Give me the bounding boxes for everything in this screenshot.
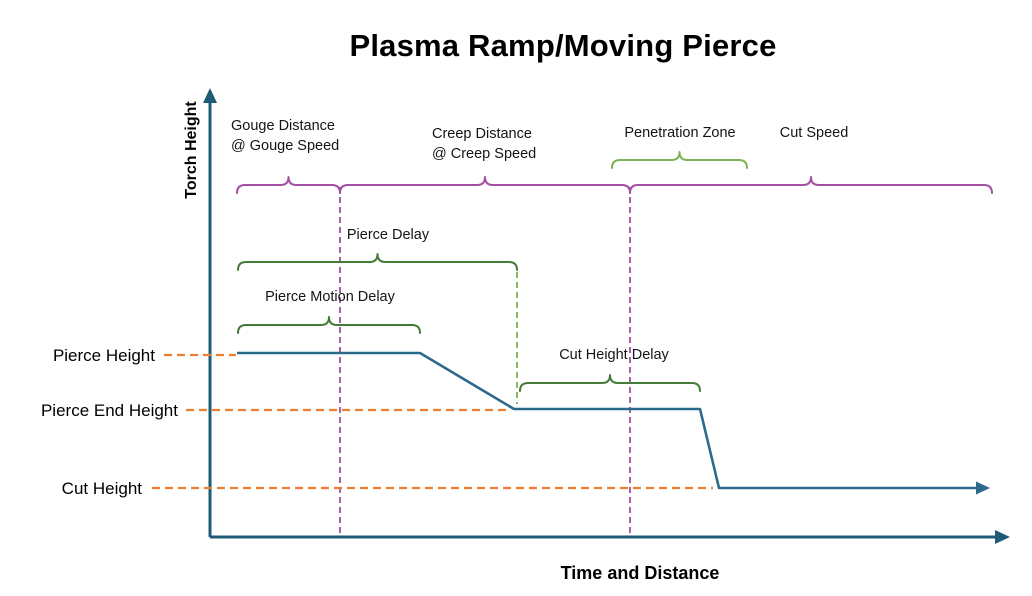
- y-axis-label: Torch Height: [183, 101, 200, 199]
- penetration-zone-label: Penetration Zone: [624, 125, 735, 141]
- cut-speed-zone-brace: [629, 176, 993, 194]
- axes-lines: [208, 98, 998, 539]
- torch-line-arrow-icon: [976, 481, 990, 495]
- torch-height-profile-line: [237, 351, 977, 490]
- gouge-distance-label: Gouge Distance @ Gouge Speed: [231, 118, 339, 154]
- pierce-end-height-label: Pierce End Height: [41, 401, 178, 420]
- cut-height-delay-label: Cut Height Delay: [559, 347, 669, 363]
- pierce-height-label: Pierce Height: [53, 346, 155, 365]
- creep-distance-label-line1: Creep Distance: [432, 126, 532, 142]
- pierce-motion-delay-label: Pierce Motion Delay: [265, 289, 395, 305]
- x-axis-arrow-icon: [995, 530, 1010, 544]
- gouge-distance-label-line1: Gouge Distance: [231, 118, 335, 134]
- y-axis-arrow-icon: [203, 88, 217, 103]
- cut-speed-label: Cut Speed: [780, 125, 849, 141]
- cut-height-label: Cut Height: [62, 479, 143, 498]
- diagram-title: Plasma Ramp/Moving Pierce: [349, 28, 776, 63]
- gouge-distance-label-line2: @ Gouge Speed: [231, 138, 339, 154]
- cut-height-delay-brace: [519, 374, 701, 392]
- pierce-delay-brace: [237, 253, 518, 271]
- penetration-zone-brace: [611, 151, 748, 169]
- pierce-motion-delay-brace: [237, 316, 421, 334]
- creep-zone-brace: [339, 176, 631, 194]
- creep-distance-label: Creep Distance @ Creep Speed: [432, 126, 536, 162]
- pierce-delay-label: Pierce Delay: [347, 227, 430, 243]
- gouge-zone-brace: [236, 176, 341, 194]
- x-axis-label: Time and Distance: [561, 563, 720, 583]
- creep-distance-label-line2: @ Creep Speed: [432, 146, 536, 162]
